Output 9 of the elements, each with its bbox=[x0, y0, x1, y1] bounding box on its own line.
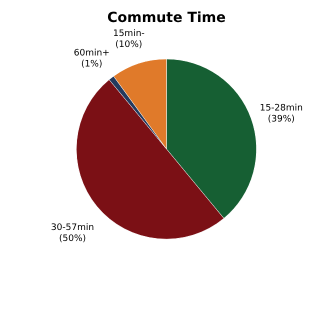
data-label: (10%) bbox=[115, 40, 142, 50]
data-label: (50%) bbox=[58, 234, 86, 244]
data-label: (39%) bbox=[268, 114, 295, 125]
slice-label: 15-28min bbox=[260, 104, 303, 114]
slice-label: 60min+ bbox=[74, 48, 110, 59]
slice-label: 30-57min bbox=[50, 222, 94, 233]
chart-title: Commute Time bbox=[107, 10, 226, 26]
slice-label: 15min- bbox=[112, 28, 145, 39]
data-label: (1%) bbox=[81, 60, 102, 70]
